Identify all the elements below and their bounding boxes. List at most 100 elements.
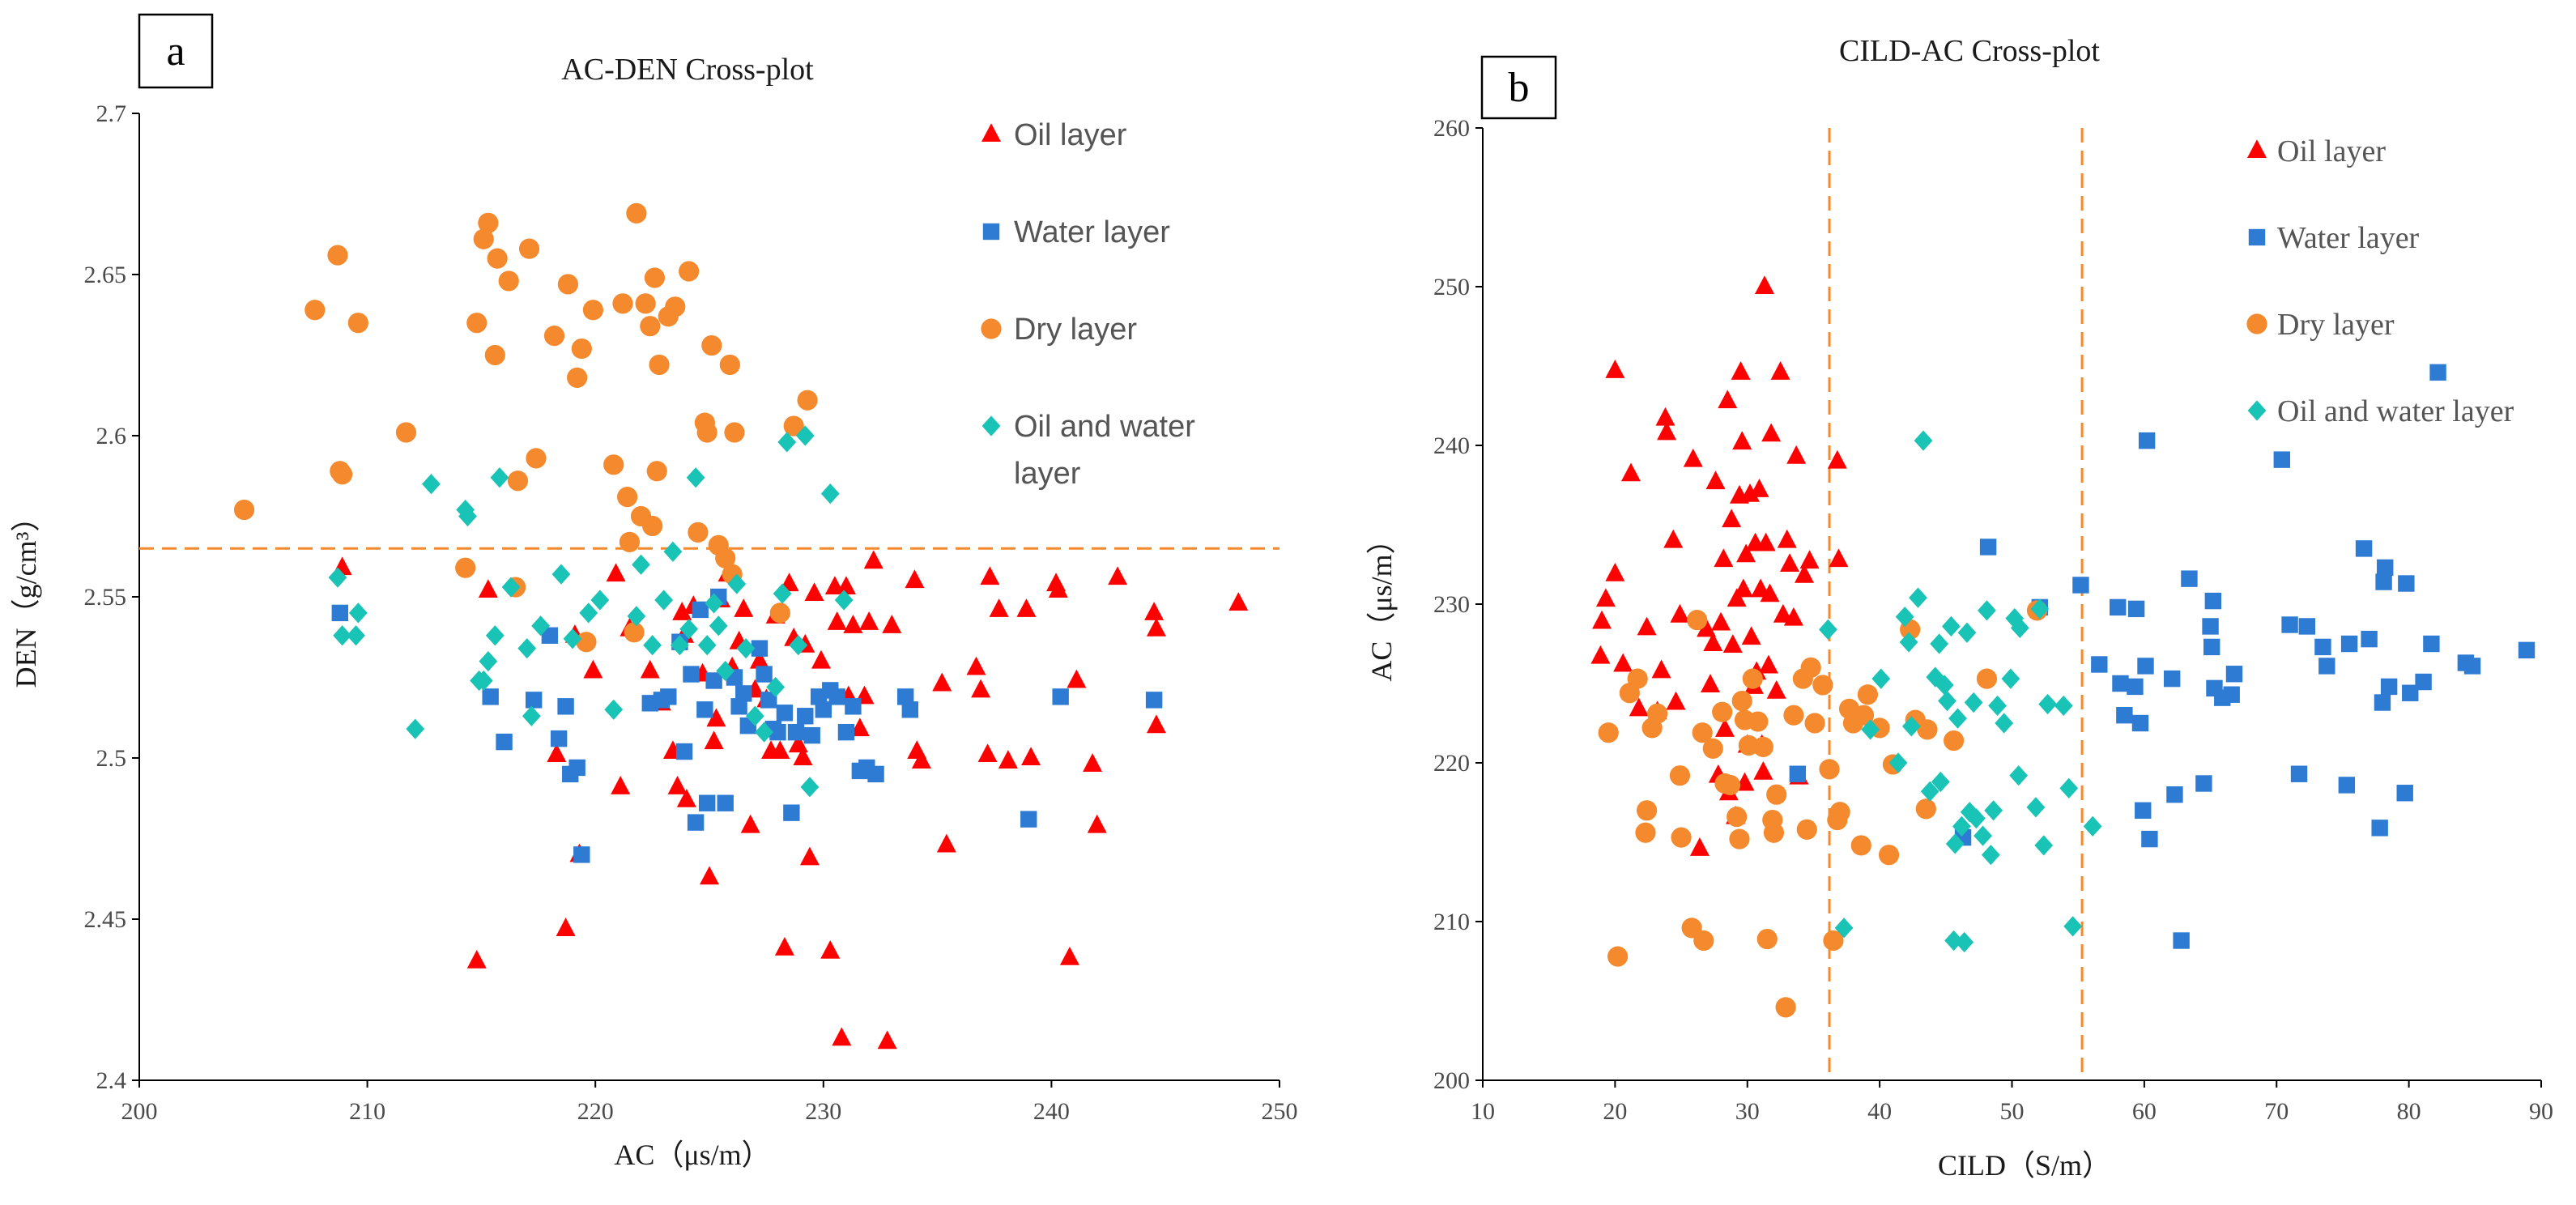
dry-data-point: [1627, 668, 1648, 689]
water-data-point: [2091, 656, 2108, 673]
oil-data-point: [1083, 753, 1103, 772]
water-data-point: [2163, 670, 2181, 688]
oilwater-data-point: [590, 590, 610, 611]
oil-data-point: [1108, 566, 1128, 585]
oilwater-data-point: [1888, 752, 1908, 773]
oilwater-data-point: [517, 638, 537, 659]
oil-data-point: [1605, 360, 1625, 378]
water-data-point: [698, 794, 716, 811]
oil-data-point: [1144, 602, 1165, 620]
water-data-point: [901, 701, 919, 718]
oilwater-data-point: [709, 615, 728, 637]
water-data-point: [896, 688, 914, 705]
water-data-point: [769, 723, 786, 741]
oil-data-point: [770, 740, 790, 760]
oil-data-point: [1780, 553, 1800, 572]
oilwater-data-point: [1945, 833, 1965, 854]
dry-data-point: [635, 293, 656, 314]
dry-data-point: [526, 448, 547, 469]
oilwater-data-point: [474, 670, 493, 692]
oil-data-point: [1592, 610, 1612, 629]
oil-data-point: [1749, 479, 1769, 497]
y-tick-label: 2.4: [96, 1067, 127, 1094]
oil-data-point: [700, 866, 719, 885]
dry-data-point: [617, 487, 638, 508]
oilwater-data-point: [766, 676, 786, 698]
water-data-point: [2116, 707, 2133, 724]
oil-data-point: [1741, 626, 1761, 645]
oil-data-point: [843, 615, 863, 633]
oil-data-point: [1620, 462, 1641, 482]
water-data-point: [2377, 559, 2394, 577]
dry-data-point: [1671, 827, 1692, 848]
water-data-point: [2273, 451, 2290, 468]
oilwater-data-point: [1819, 619, 1837, 640]
oil-data-point: [667, 776, 688, 794]
water-data-point: [2127, 600, 2145, 618]
water-data-point: [687, 814, 705, 831]
water-data-point: [2135, 802, 2152, 819]
oil-data-point: [740, 814, 760, 833]
dry-data-point: [233, 499, 255, 521]
oil-data-point: [1714, 548, 1734, 568]
water-data-point: [717, 794, 734, 811]
oil-data-point: [1827, 449, 1847, 469]
water-data-point: [2429, 364, 2446, 381]
water-data-point: [2202, 618, 2219, 635]
oilwater-data-point: [716, 660, 735, 682]
water-data-point: [2141, 830, 2158, 848]
x-tick-label: 240: [1033, 1098, 1070, 1125]
dry-data-point: [1804, 713, 1825, 734]
oilwater-data-point: [2059, 777, 2079, 798]
oil-data-point: [936, 833, 956, 853]
oil-data-point: [1059, 946, 1079, 965]
dry-data-point: [612, 293, 633, 314]
water-data-point: [331, 604, 349, 622]
dry-data-point: [478, 212, 499, 233]
oilwater-data-point: [551, 564, 571, 585]
oil-data-point: [556, 918, 576, 936]
dry-data-point: [567, 367, 588, 388]
oilwater-data-point: [1944, 930, 1964, 952]
dry-data-point: [644, 267, 666, 288]
oilwater-data-point: [1926, 666, 1945, 688]
oil-data-point: [1689, 837, 1710, 856]
oilwater-data-point: [328, 567, 347, 588]
water-data-point: [828, 688, 845, 705]
oilwater-data-point: [1960, 802, 1979, 823]
oil-data-point: [905, 569, 925, 589]
water-data-point: [1979, 539, 1997, 556]
water-data-point: [2423, 635, 2440, 653]
oil-data-point: [1733, 578, 1753, 598]
water-data-point: [760, 692, 777, 709]
legend-marker-water: [982, 223, 1000, 241]
oilwater-data-point: [670, 635, 689, 656]
dry-data-point: [1742, 668, 1763, 689]
legend-label-dry: Dry layer: [2277, 308, 2395, 342]
oil-data-point: [706, 708, 726, 727]
oil-data-point: [606, 563, 626, 582]
dry-data-point: [484, 344, 505, 366]
water-data-point: [496, 733, 513, 751]
dry-data-point: [1712, 701, 1733, 722]
oilwater-data-point: [820, 483, 840, 505]
oil-data-point: [1048, 579, 1068, 598]
dry-data-point: [1766, 784, 1787, 805]
oil-data-point: [998, 750, 1018, 769]
oil-data-point: [1670, 603, 1690, 623]
chart-title: CILD-AC Cross-plot: [1839, 34, 2100, 68]
oilwater-data-point: [458, 505, 477, 527]
oilwater-data-point: [501, 577, 521, 598]
oilwater-data-point: [2083, 815, 2102, 837]
dry-data-point: [1669, 765, 1691, 786]
oil-data-point: [793, 747, 813, 765]
oil-data-point: [734, 598, 754, 617]
water-data-point: [541, 627, 559, 644]
x-tick-label: 40: [1867, 1098, 1892, 1125]
oilwater-data-point: [777, 432, 797, 453]
dry-data-point: [1944, 730, 1965, 752]
water-data-point: [783, 804, 800, 821]
oil-data-point: [1766, 680, 1786, 699]
water-data-point: [2374, 694, 2391, 711]
dry-data-point: [701, 334, 722, 356]
